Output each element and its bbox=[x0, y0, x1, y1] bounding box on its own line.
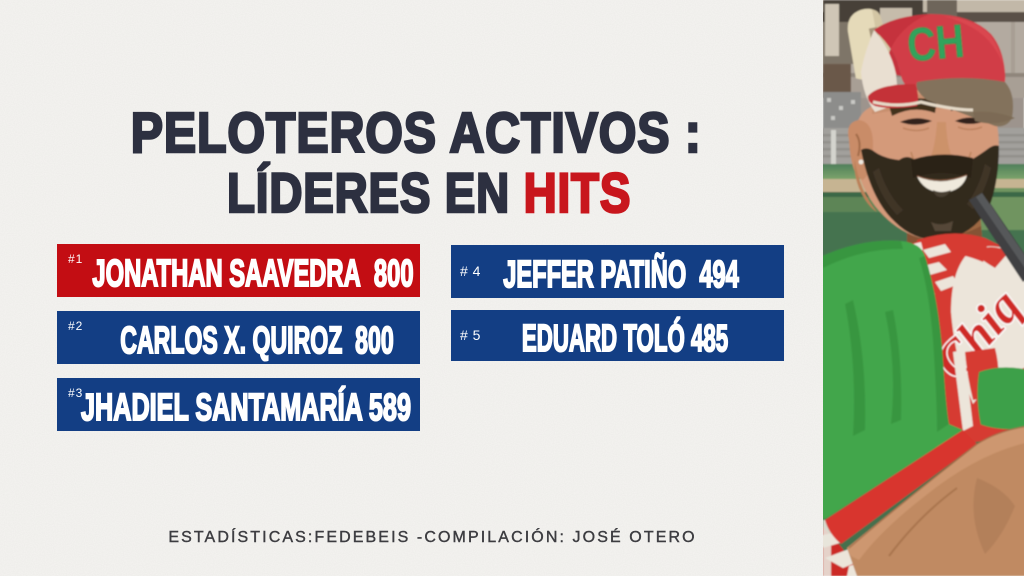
svg-text:CH: CH bbox=[905, 16, 966, 73]
